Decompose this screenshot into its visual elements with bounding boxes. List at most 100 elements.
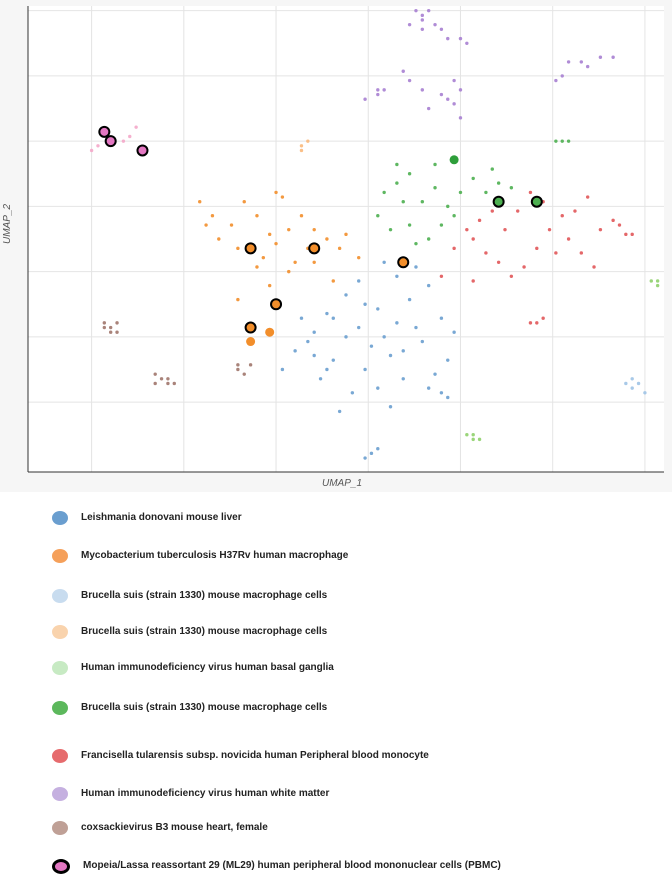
data-point xyxy=(115,330,119,334)
data-point xyxy=(496,260,501,264)
legend-swatch xyxy=(52,858,70,874)
data-point xyxy=(274,190,278,195)
legend-item: Brucella suis (strain 1330) mouse macrop… xyxy=(52,622,327,642)
data-point xyxy=(344,232,348,237)
data-point xyxy=(490,167,494,171)
legend-label: coxsackievirus B3 mouse heart, female xyxy=(81,822,268,833)
data-point xyxy=(458,36,463,41)
data-point xyxy=(159,377,164,381)
legend-item: coxsackievirus B3 mouse heart, female xyxy=(52,818,268,838)
data-point xyxy=(331,358,335,362)
x-axis-label: UMAP_1 xyxy=(322,478,363,489)
data-point xyxy=(528,190,533,195)
data-point xyxy=(382,335,386,339)
data-point xyxy=(598,55,603,59)
data-point xyxy=(433,372,437,376)
data-point xyxy=(236,297,240,302)
data-point xyxy=(458,116,463,120)
data-point xyxy=(414,241,418,246)
data-point xyxy=(293,349,297,353)
data-point xyxy=(420,18,425,22)
data-point xyxy=(331,316,335,320)
data-point xyxy=(401,349,405,353)
data-point xyxy=(439,223,444,227)
data-point xyxy=(535,321,539,325)
data-point xyxy=(242,200,246,204)
legend-label: Brucella suis (strain 1330) mouse macrop… xyxy=(81,702,328,713)
highlighted-outlined-point xyxy=(104,135,117,148)
legend-item: Human immunodeficiency virus human white… xyxy=(52,784,329,804)
data-point xyxy=(446,204,450,209)
data-point xyxy=(541,316,545,320)
data-point xyxy=(439,391,444,395)
data-point xyxy=(655,279,660,283)
data-point xyxy=(382,88,386,92)
data-point xyxy=(376,214,380,218)
data-point xyxy=(522,265,526,269)
data-point xyxy=(236,363,240,367)
data-point xyxy=(344,335,348,339)
data-point xyxy=(312,330,316,334)
highlighted-outlined-point xyxy=(492,195,505,208)
data-point xyxy=(465,227,469,232)
data-point xyxy=(325,311,329,316)
highlighted-outlined-point xyxy=(530,195,543,208)
data-point xyxy=(363,97,367,101)
legend-item: Leishmania donovani mouse liver xyxy=(52,508,242,528)
data-point xyxy=(439,274,444,278)
data-point xyxy=(306,139,310,143)
data-point xyxy=(395,274,399,278)
data-point xyxy=(426,283,431,288)
legend-swatch xyxy=(52,749,68,763)
data-point xyxy=(560,139,564,143)
legend-swatch xyxy=(52,787,68,801)
umap-plot-area: UMAP_1 UMAP_2 xyxy=(2,6,664,489)
data-point xyxy=(598,227,603,232)
data-point xyxy=(395,321,399,325)
data-point xyxy=(426,106,431,111)
data-point xyxy=(236,246,240,251)
data-point xyxy=(566,139,571,143)
data-point xyxy=(465,41,469,45)
data-point xyxy=(401,200,405,204)
legend-label: Human immunodeficiency virus human basal… xyxy=(81,662,334,673)
data-point xyxy=(204,223,208,227)
data-point xyxy=(433,162,437,167)
data-point xyxy=(566,237,571,241)
data-point xyxy=(153,381,157,386)
data-point xyxy=(573,209,577,213)
data-point xyxy=(452,78,456,83)
data-point xyxy=(255,214,259,218)
data-point xyxy=(89,148,94,153)
data-point xyxy=(236,367,240,372)
data-point xyxy=(312,260,316,264)
legend-item: Francisella tularensis subsp. novicida h… xyxy=(52,746,429,766)
data-point xyxy=(287,227,291,232)
data-point xyxy=(299,214,304,218)
highlighted-outlined-point xyxy=(244,321,257,334)
data-point xyxy=(624,381,628,386)
data-point xyxy=(509,186,514,190)
data-point xyxy=(592,265,596,269)
legend-swatch xyxy=(52,821,68,835)
data-point xyxy=(299,144,304,148)
data-point xyxy=(471,433,475,437)
highlighted-outlined-point xyxy=(397,256,410,269)
data-point xyxy=(471,279,475,283)
data-point xyxy=(528,321,533,325)
data-point xyxy=(128,134,132,139)
y-axis-label: UMAP_2 xyxy=(2,203,13,244)
legend-swatch xyxy=(52,549,68,563)
data-point xyxy=(287,269,291,274)
data-point xyxy=(108,325,113,330)
data-point xyxy=(414,265,418,269)
data-point xyxy=(153,372,157,376)
data-point xyxy=(318,377,323,381)
data-point xyxy=(452,246,456,251)
data-point xyxy=(376,447,380,451)
data-point xyxy=(115,321,119,325)
data-point xyxy=(363,456,367,460)
data-point xyxy=(547,227,552,232)
data-point xyxy=(312,227,316,232)
data-point xyxy=(255,265,259,269)
